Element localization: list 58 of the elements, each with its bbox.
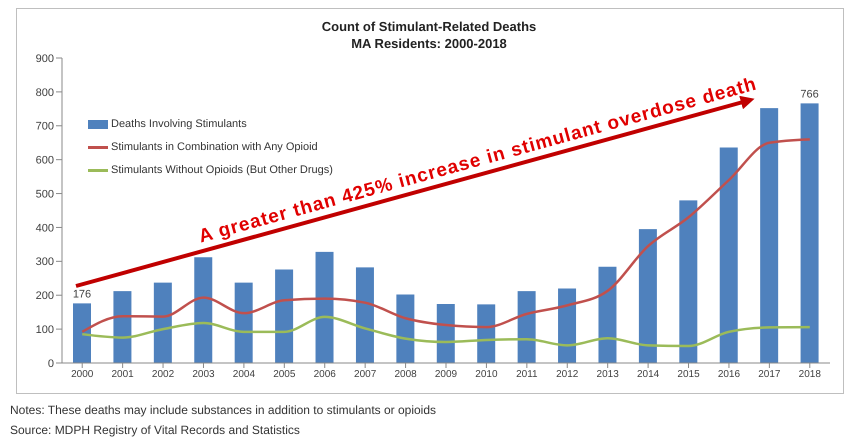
x-tick-label: 2007 [354, 369, 377, 380]
x-tick-label: 2016 [718, 369, 741, 380]
y-tick-label: 200 [36, 290, 54, 302]
x-tick-label: 2003 [192, 369, 216, 380]
data-label: 176 [72, 288, 92, 300]
x-tick-label: 2004 [232, 369, 256, 380]
y-tick-label: 0 [48, 358, 54, 370]
x-tick-label: 2008 [394, 369, 418, 380]
line-series [80, 316, 812, 348]
bar [194, 257, 212, 363]
chart-title: Count of Stimulant-Related Deaths [320, 18, 538, 35]
bar [396, 294, 414, 363]
bar [800, 103, 819, 363]
x-tick-label: 2013 [596, 369, 620, 380]
y-tick-label: 500 [36, 188, 54, 200]
source-note: Source: MDPH Registry of Vital Records and Statistics [10, 422, 301, 439]
bar [113, 291, 132, 363]
y-tick-label: 600 [36, 154, 54, 167]
y-tick-label: 300 [36, 256, 54, 268]
bar [356, 267, 374, 363]
legend-label: Stimulants in Combination with Any Opioid [111, 140, 318, 155]
x-tick-label: 2014 [636, 369, 660, 380]
bar [638, 229, 657, 363]
y-tick-label: 900 [36, 52, 54, 65]
x-tick-label: 2006 [314, 369, 336, 380]
bar [234, 282, 253, 363]
bar [518, 291, 536, 363]
x-tick-label: 2000 [71, 369, 94, 380]
x-tick-label: 2011 [516, 369, 538, 380]
bar [275, 269, 294, 363]
x-tick-label: 2018 [798, 369, 822, 380]
y-tick-label: 100 [36, 324, 54, 336]
x-tick-label: 2010 [475, 369, 498, 380]
bar [73, 303, 91, 363]
bar [598, 266, 616, 363]
bar [154, 282, 172, 363]
legend-label: Deaths Involving Stimulants [111, 117, 247, 132]
bar [316, 252, 334, 363]
data-label: 766 [800, 88, 819, 100]
x-tick-label: 2005 [273, 369, 296, 380]
x-tick-label: 2009 [434, 369, 458, 380]
chart-subtitle: MA Residents: 2000-2018 [350, 35, 508, 52]
x-tick-label: 2015 [677, 369, 700, 380]
y-tick-label: 400 [36, 222, 54, 234]
bar [679, 200, 698, 363]
x-tick-label: 2012 [556, 369, 579, 380]
x-tick-label: 2017 [758, 369, 781, 380]
bar [720, 147, 738, 363]
y-tick-label: 700 [36, 120, 54, 133]
x-tick-label: 2002 [152, 369, 175, 380]
y-tick-label: 800 [36, 86, 54, 99]
text: Notes: These deaths may include substances in addition to stimulants or opioids [10, 402, 436, 419]
x-tick-label: 2001 [112, 369, 134, 380]
legend-label: Stimulants Without Opioids (But Other Drugs) [111, 163, 333, 178]
bar [760, 108, 778, 363]
bar [436, 304, 455, 363]
bar [477, 304, 496, 363]
bar [558, 288, 576, 363]
